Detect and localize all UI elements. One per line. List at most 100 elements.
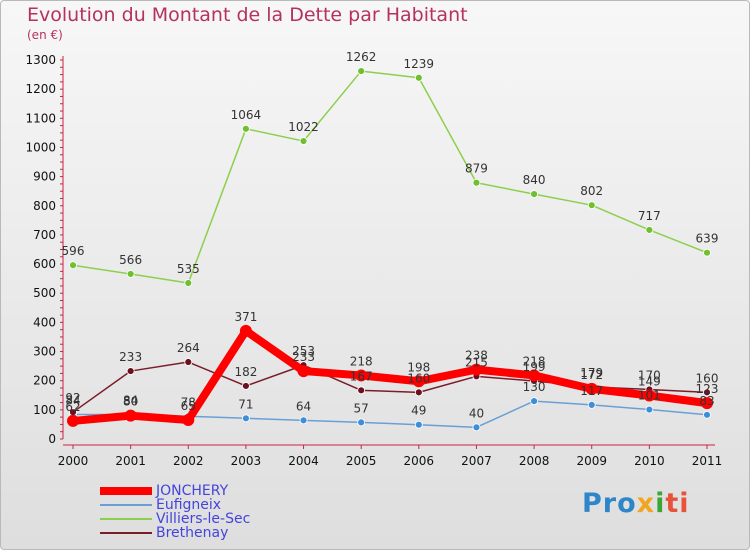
data-label: 160 — [696, 371, 719, 385]
x-tick-label: 2004 — [288, 454, 319, 468]
legend-label: Eufigneix — [156, 497, 222, 513]
data-label: 1064 — [231, 108, 262, 122]
x-tick-label: 2007 — [461, 454, 492, 468]
data-label: 64 — [296, 399, 311, 413]
series-line — [69, 326, 711, 425]
data-point — [242, 414, 250, 423]
y-tick-label: 1100 — [25, 111, 56, 125]
data-label: 182 — [234, 365, 257, 379]
y-tick-label: 700 — [33, 228, 56, 242]
legend-label: Villiers-le-Sec — [156, 511, 251, 527]
data-point — [643, 389, 656, 402]
chart-title: Evolution du Montant de la Dette par Hab… — [27, 4, 468, 26]
data-label: 40 — [469, 406, 484, 420]
y-tick-label: 300 — [33, 345, 56, 359]
data-label: 167 — [350, 369, 373, 383]
series-layer — [67, 67, 713, 432]
data-label: 62 — [65, 400, 80, 414]
y-tick-label: 1200 — [25, 82, 56, 96]
data-point — [645, 405, 654, 414]
data-label: 639 — [696, 232, 719, 246]
data-point — [703, 410, 711, 419]
data-point — [357, 418, 366, 427]
data-label: 802 — [580, 184, 603, 198]
data-label: 83 — [699, 394, 714, 408]
data-point — [126, 367, 135, 375]
data-label: 71 — [238, 397, 253, 411]
data-point — [530, 397, 538, 406]
legend-label: Brethenay — [156, 525, 229, 541]
data-point — [242, 382, 250, 390]
x-tick-label: 2003 — [231, 454, 262, 468]
data-label: 149 — [638, 375, 661, 389]
data-point — [470, 363, 483, 376]
data-label: 57 — [354, 401, 369, 415]
data-label: 84 — [65, 394, 80, 408]
data-point — [124, 409, 137, 422]
proxiti-logo: Proxiti — [582, 488, 690, 519]
y-tick-label: 800 — [33, 199, 56, 213]
data-label: 218 — [523, 354, 546, 368]
x-tick-label: 2002 — [173, 454, 204, 468]
data-point — [299, 416, 308, 425]
y-tick-label: 0 — [48, 432, 56, 446]
data-point — [414, 388, 423, 397]
x-tick-label: 2001 — [115, 454, 146, 468]
data-point — [69, 261, 77, 270]
x-tick-label: 2006 — [404, 454, 435, 468]
data-point — [528, 369, 541, 382]
data-point — [182, 414, 195, 427]
value-labels: 596 566 535 1064 1022 1262 1239 879 840 802 717 639… — [62, 50, 719, 420]
data-point — [703, 388, 711, 397]
data-label: 117 — [580, 384, 603, 398]
logo-part: Pro — [582, 488, 637, 519]
y-tick-label: 1300 — [25, 53, 56, 67]
x-tick-label: 2010 — [634, 454, 665, 468]
data-label: 198 — [407, 360, 430, 374]
data-point — [585, 382, 598, 395]
y-tick-label: 100 — [33, 403, 56, 417]
data-label: 65 — [181, 399, 196, 413]
data-label: 717 — [638, 209, 661, 223]
data-label: 123 — [696, 382, 719, 396]
data-point — [701, 397, 713, 410]
data-point — [239, 324, 252, 337]
data-point — [472, 178, 481, 187]
logo-part: ti — [665, 488, 690, 519]
data-label: 371 — [234, 310, 257, 324]
data-label: 566 — [119, 253, 142, 267]
data-label: 78 — [181, 395, 196, 409]
data-point — [414, 420, 423, 429]
data-point — [355, 369, 368, 382]
axes: 0 100 200 300 400 500 600 700 800 900 1000 1100 1200… — [25, 53, 722, 468]
data-point — [587, 201, 596, 210]
series-line — [72, 400, 708, 429]
chart-unit-label: (en €) — [27, 28, 63, 42]
data-label: 535 — [177, 262, 200, 276]
legend-swatch — [100, 504, 152, 506]
logo-part: x — [636, 488, 656, 519]
data-point — [414, 73, 423, 82]
data-label: 80 — [123, 395, 138, 409]
data-point — [357, 386, 366, 395]
series-line — [72, 361, 708, 413]
data-label: 130 — [523, 380, 546, 394]
x-tick-label: 2005 — [346, 454, 377, 468]
logo-part: i — [655, 488, 666, 519]
data-point — [297, 365, 310, 378]
data-point — [242, 124, 250, 133]
data-label: 233 — [292, 350, 315, 364]
data-label: 172 — [580, 368, 603, 382]
y-tick-label: 400 — [33, 315, 56, 329]
data-label: 49 — [411, 404, 426, 418]
data-point — [184, 279, 193, 287]
data-label: 1262 — [346, 50, 377, 64]
x-tick-label: 2011 — [692, 454, 723, 468]
data-point — [587, 400, 596, 409]
data-label: 596 — [62, 244, 85, 258]
data-point — [67, 414, 79, 427]
data-point — [357, 67, 366, 75]
data-label: 170 — [638, 368, 661, 382]
data-label: 92 — [65, 391, 80, 405]
